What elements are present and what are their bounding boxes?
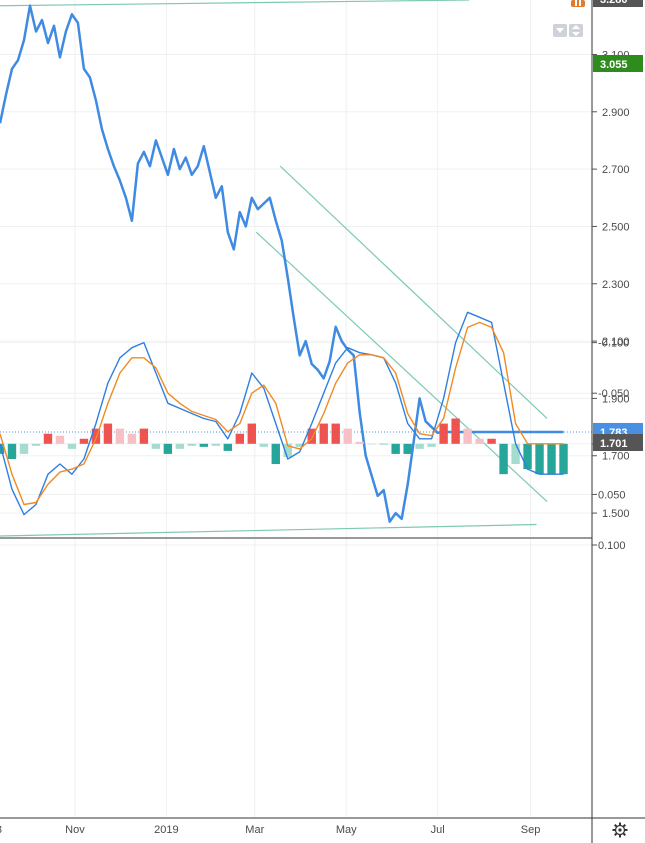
macd-histogram-bar (271, 443, 280, 465)
trendline[interactable] (255, 231, 548, 503)
macd-tick-label: -0.050 (598, 388, 629, 400)
macd-histogram-bar (331, 423, 340, 444)
macd-histogram-bar (31, 443, 41, 446)
price-tick-label: 2.100 (602, 336, 630, 348)
macd-histogram-bar (463, 428, 472, 444)
maximize-pane-icon[interactable] (569, 24, 583, 37)
macd-histogram-bar (139, 428, 149, 444)
macd-histogram-bar (0, 443, 5, 454)
macd-histogram-bar (355, 441, 364, 444)
macd-histogram-bar (523, 443, 532, 470)
macd-histogram-bar (391, 443, 400, 454)
time-tick-label: Nov (65, 824, 85, 836)
price-tick-label: 1.500 (602, 508, 630, 520)
time-tick-label: Sep '18 (0, 824, 2, 836)
macd-histogram-bar (127, 433, 137, 444)
macd-histogram-bar (91, 428, 101, 444)
macd-histogram-bar (67, 443, 77, 449)
macd-tick-label: 0.100 (598, 540, 626, 552)
macd-histogram-bar (319, 423, 328, 444)
top-partial-badge-box (593, 0, 643, 7)
macd-histogram-bar (199, 443, 209, 447)
macd-histogram-bar (247, 423, 256, 444)
macd-histogram-bar (451, 418, 460, 444)
price-tick-label: 2.700 (602, 164, 630, 176)
time-tick-label: Sep (521, 824, 541, 836)
macd-histogram-bar (415, 443, 424, 449)
time-axis[interactable]: Sep '18 Nov 2019 Mar May Jul Sep (0, 824, 540, 836)
macd-histogram-bar (175, 443, 185, 449)
macd-histogram-bar (283, 443, 292, 457)
macd-histogram-bar (43, 433, 53, 444)
price-tick-label: 1.700 (602, 451, 630, 463)
macd-histogram-bar (379, 443, 388, 445)
macd-histogram-bar (487, 438, 496, 444)
trendlines (0, 0, 548, 537)
macd-histogram-bar (475, 438, 484, 444)
macd-histogram-bar (343, 428, 352, 444)
macd-histogram-bar (535, 443, 544, 475)
macd-histogram-bar (259, 443, 268, 447)
macd-histogram-bar (7, 443, 17, 459)
prev-price-badge-box (593, 434, 643, 451)
price-tick-label: 2.300 (602, 279, 630, 291)
time-tick-label: Jul (431, 824, 445, 836)
time-tick-label: May (336, 824, 357, 836)
collapse-pane-icon[interactable] (553, 24, 567, 37)
macd-histogram-bar (79, 438, 89, 444)
macd-pane[interactable] (0, 311, 568, 516)
macd-tick-label: 0.050 (598, 489, 626, 501)
price-grid (0, 0, 592, 537)
price-tick-label: 1.900 (602, 393, 630, 405)
macd-histogram-bar (223, 443, 233, 451)
macd-histogram-bar (403, 443, 412, 454)
macd-histogram-bar (307, 428, 316, 444)
indicator-marker-icon[interactable] (571, 0, 585, 7)
macd-histogram-bar (439, 423, 448, 444)
macd-histogram-bar (559, 443, 568, 475)
price-tick-label: 2.900 (602, 107, 630, 119)
macd-histogram-bar (187, 443, 197, 446)
signal-line[interactable] (0, 321, 564, 506)
macd-histogram-bar (367, 443, 376, 445)
macd-histogram-bar (211, 443, 221, 446)
macd-line[interactable] (0, 311, 564, 516)
current-price-badge-box (593, 55, 643, 72)
trendline[interactable] (279, 165, 548, 419)
time-tick-label: Mar (245, 824, 264, 836)
macd-histogram-bar (499, 443, 508, 475)
price-tick-label: 2.500 (602, 221, 630, 233)
macd-tick-label: -0.100 (598, 338, 629, 350)
settings-gear-icon[interactable] (612, 822, 628, 838)
macd-histogram-bar (163, 443, 173, 454)
macd-histogram-bar (115, 428, 125, 444)
macd-histogram-bar (103, 423, 113, 444)
macd-histogram-bar (235, 433, 244, 444)
trendline[interactable] (0, 523, 537, 537)
trendline[interactable] (0, 0, 470, 7)
macd-histogram-bar (55, 435, 65, 444)
current-price-badge: 3.055 (600, 59, 628, 71)
top-partial-badge: 3.280 (600, 0, 628, 6)
time-tick-label: 2019 (154, 824, 178, 836)
macd-grid (0, 342, 592, 817)
macd-histogram-bar (511, 443, 520, 465)
macd-histogram-bar (547, 443, 556, 475)
macd-histogram-bar (19, 443, 29, 454)
macd-histogram-bar (295, 443, 304, 447)
prev-price-badge: 1.701 (600, 438, 628, 450)
macd-histogram-bar (151, 443, 161, 449)
macd-histogram-bar (427, 443, 436, 447)
